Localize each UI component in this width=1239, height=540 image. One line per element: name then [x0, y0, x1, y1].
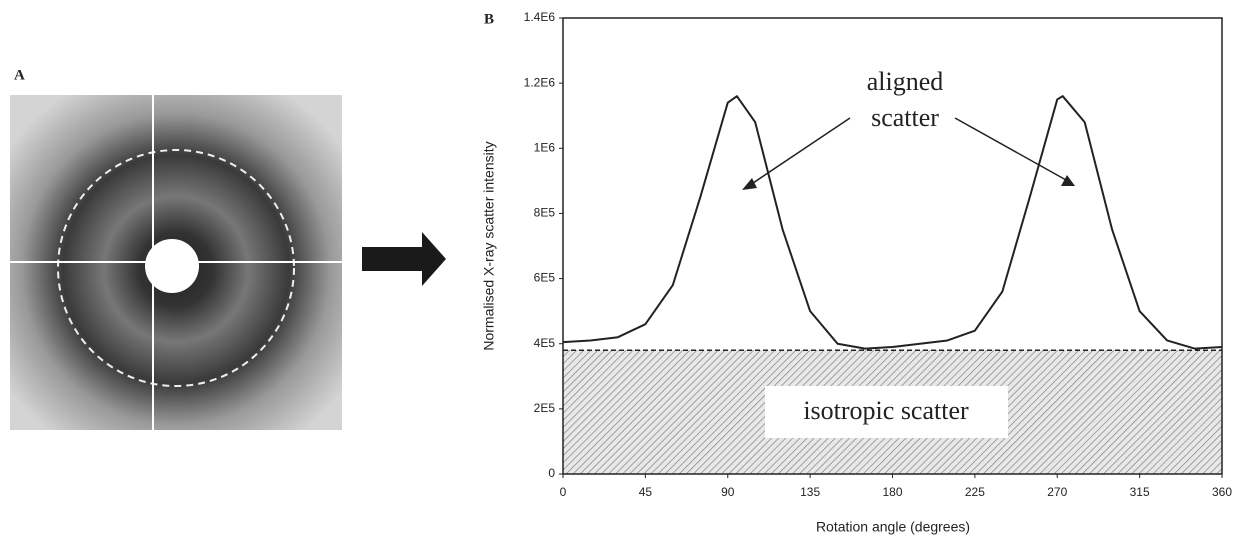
x-tick-label: 0	[560, 485, 567, 499]
y-tick-label: 8E5	[534, 206, 556, 220]
x-tick-label: 270	[1047, 485, 1067, 499]
y-tick-label: 1E6	[534, 140, 556, 154]
y-tick-label: 1.4E6	[524, 10, 556, 24]
x-tick-label: 180	[882, 485, 902, 499]
annotation-arrowhead	[742, 178, 757, 190]
data-line	[562, 95, 1223, 350]
annotation-arrow	[954, 117, 1067, 181]
label-box	[765, 386, 1008, 438]
y-axis-label: Normalised X-ray scatter intensity	[481, 141, 497, 350]
annotation: scatter	[871, 103, 939, 132]
x-tick-label: 45	[639, 485, 653, 499]
x-tick-label: 90	[721, 485, 735, 499]
x-tick-label: 315	[1130, 485, 1150, 499]
y-tick-label: 4E5	[534, 336, 556, 350]
panel-label: A	[14, 67, 25, 83]
panel-label: B	[484, 11, 494, 27]
beam-stop	[145, 239, 199, 293]
x-tick-label: 360	[1212, 485, 1232, 499]
x-tick-label: 225	[965, 485, 985, 499]
dashed-circle	[57, 149, 295, 387]
y-tick-label: 1.2E6	[524, 75, 556, 89]
y-tick-label: 2E5	[534, 401, 556, 415]
annotation: isotropic scatter	[803, 396, 969, 425]
annotation-arrowhead	[1061, 175, 1075, 186]
y-tick-label: 0	[548, 466, 555, 480]
annotation-arrow	[749, 117, 851, 186]
annotation: aligned	[867, 67, 944, 96]
y-tick-label: 6E5	[534, 271, 556, 285]
arrow	[362, 232, 446, 286]
x-axis-label: Rotation angle (degrees)	[816, 519, 970, 535]
plot: isotropic scatter aligned scatter	[562, 67, 1223, 474]
x-tick-label: 135	[800, 485, 820, 499]
